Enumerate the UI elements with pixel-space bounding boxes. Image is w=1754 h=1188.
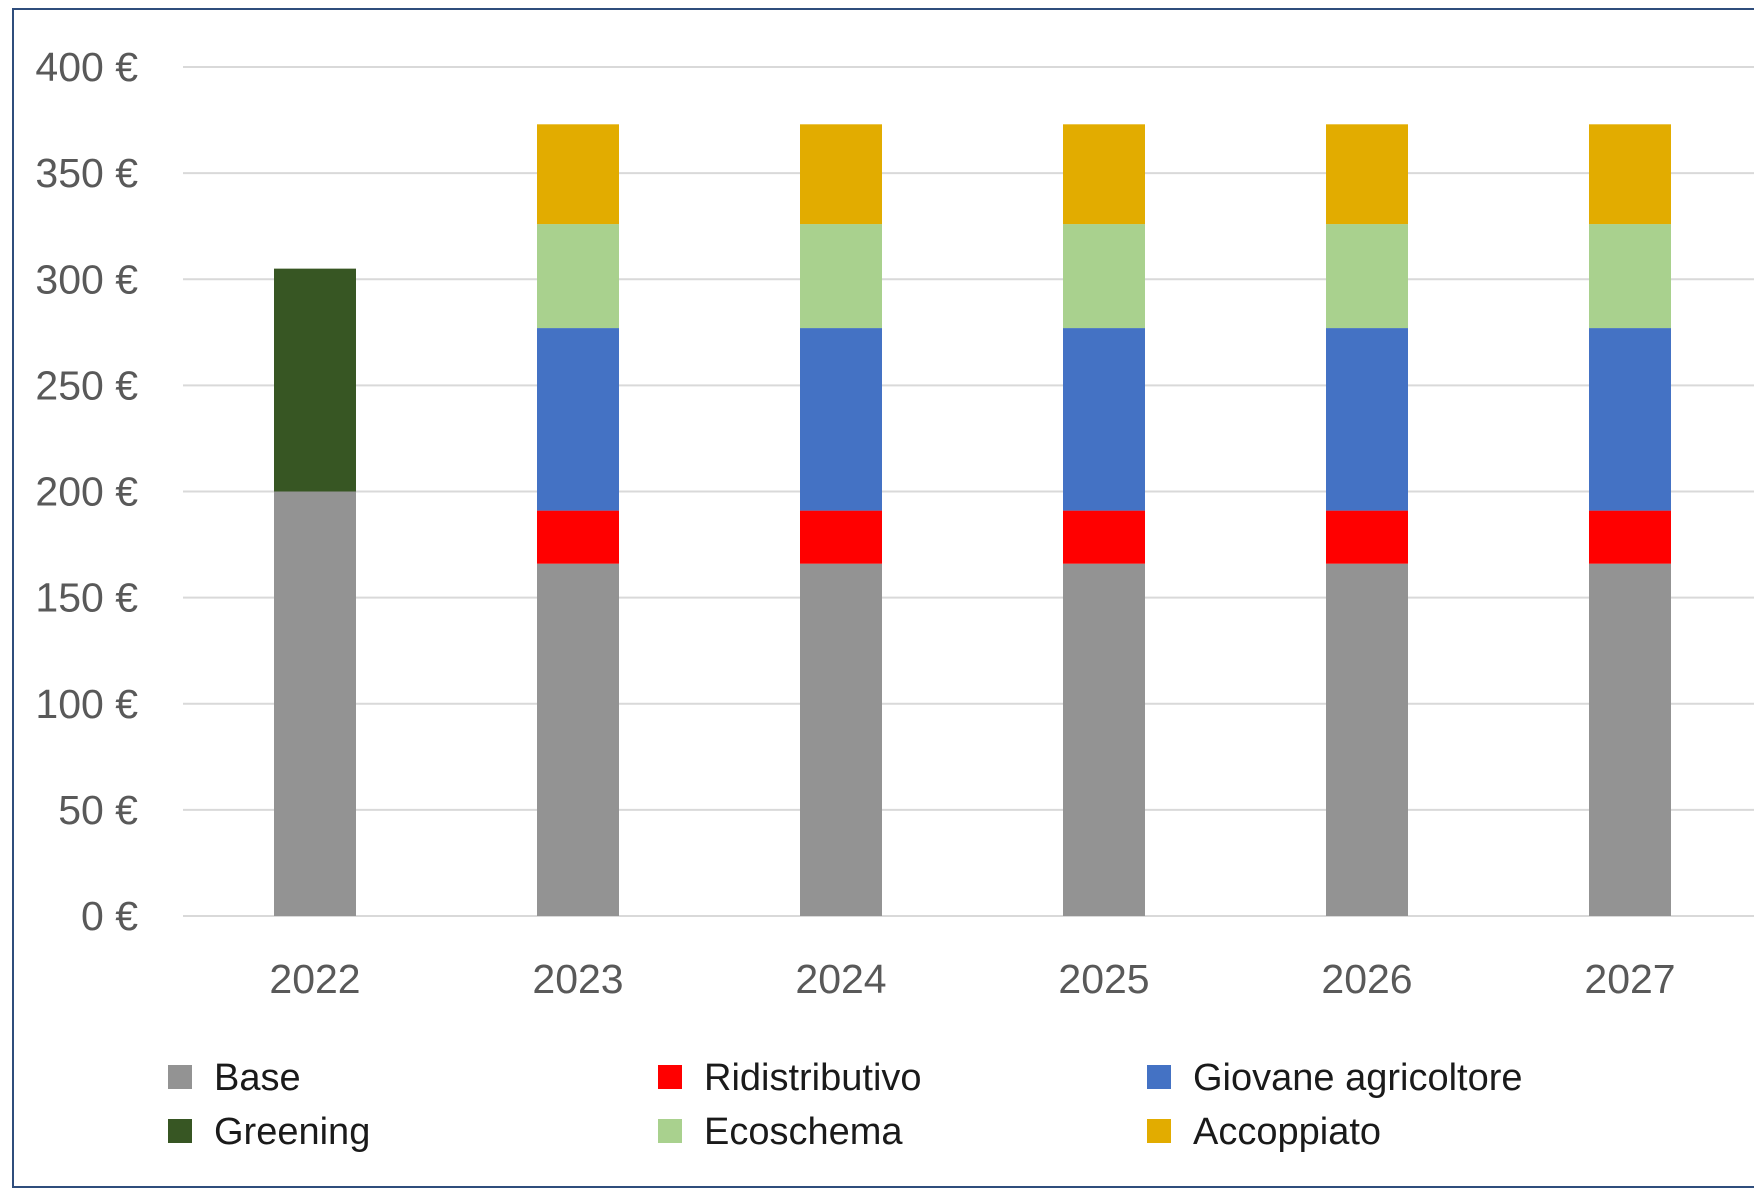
bar-greening-2022 — [274, 268, 356, 492]
legend-label: Ecoschema — [704, 1111, 903, 1153]
legend-swatch — [658, 1119, 682, 1143]
bar-ridistributivo-2024 — [800, 510, 882, 564]
bar-accoppiato-2026 — [1326, 124, 1408, 225]
legend-item-giovane-agricoltore: Giovane agricoltore — [1147, 1057, 1523, 1099]
legend-swatch — [168, 1119, 192, 1143]
bar-stack-2027 — [1589, 124, 1671, 916]
bar-giovane-agricoltore-2026 — [1326, 328, 1408, 511]
bar-ridistributivo-2023 — [537, 510, 619, 564]
bar-ecoschema-2026 — [1326, 224, 1408, 329]
bar-accoppiato-2027 — [1589, 124, 1671, 225]
x-axis-tick-labels: 2022 2023 2024 2025 2026 2027 — [269, 956, 1675, 1002]
x-tick-label: 2024 — [795, 956, 886, 1002]
bar-giovane-agricoltore-2025 — [1063, 328, 1145, 511]
legend-label: Base — [214, 1057, 301, 1099]
y-tick-label: 300 € — [35, 256, 138, 302]
legend-item-accoppiato: Accoppiato — [1147, 1111, 1381, 1153]
legend-item-greening: Greening — [168, 1111, 370, 1153]
bars — [274, 124, 1671, 916]
y-tick-label: 50 € — [58, 787, 138, 833]
x-tick-label: 2026 — [1321, 956, 1412, 1002]
bar-ridistributivo-2025 — [1063, 510, 1145, 564]
bar-giovane-agricoltore-2027 — [1589, 328, 1671, 511]
legend-label: Accoppiato — [1193, 1111, 1381, 1153]
legend-swatch — [1147, 1065, 1171, 1089]
bar-accoppiato-2025 — [1063, 124, 1145, 225]
bar-base-2022 — [274, 491, 356, 916]
bar-stack-2026 — [1326, 124, 1408, 916]
x-tick-label: 2022 — [269, 956, 360, 1002]
bar-stack-2022 — [274, 268, 356, 916]
bar-base-2025 — [1063, 563, 1145, 916]
x-tick-label: 2025 — [1058, 956, 1149, 1002]
bar-base-2023 — [537, 563, 619, 916]
y-tick-label: 150 € — [35, 575, 138, 621]
bar-ridistributivo-2027 — [1589, 510, 1671, 564]
bar-ecoschema-2025 — [1063, 224, 1145, 329]
legend-swatch — [1147, 1119, 1171, 1143]
bar-stack-2023 — [537, 124, 619, 916]
bar-base-2027 — [1589, 563, 1671, 916]
legend-label: Greening — [214, 1111, 370, 1153]
legend-label: Ridistributivo — [704, 1057, 922, 1099]
bar-giovane-agricoltore-2023 — [537, 328, 619, 511]
y-tick-label: 200 € — [35, 469, 138, 515]
bar-giovane-agricoltore-2024 — [800, 328, 882, 511]
y-tick-label: 100 € — [35, 681, 138, 727]
bar-stack-2024 — [800, 124, 882, 916]
gridlines — [183, 66, 1754, 917]
y-tick-label: 250 € — [35, 362, 138, 408]
legend-item-base: Base — [168, 1057, 301, 1099]
bar-base-2026 — [1326, 563, 1408, 916]
legend-item-ecoschema: Ecoschema — [658, 1111, 903, 1153]
bar-accoppiato-2023 — [537, 124, 619, 225]
y-tick-label: 0 € — [81, 893, 138, 939]
legend-swatch — [658, 1065, 682, 1089]
x-tick-label: 2023 — [532, 956, 623, 1002]
y-tick-label: 400 € — [35, 44, 138, 90]
bar-ridistributivo-2026 — [1326, 510, 1408, 564]
legend-swatch — [168, 1065, 192, 1089]
bar-accoppiato-2024 — [800, 124, 882, 225]
y-axis-tick-labels: 0 € 50 € 100 € 150 € 200 € 250 € 300 € 350 € 400… — [35, 44, 138, 939]
y-tick-label: 350 € — [35, 150, 138, 196]
legend-item-ridistributivo: Ridistributivo — [658, 1057, 922, 1099]
legend: Base Ridistributivo Giovane agricoltore Gre… — [168, 1057, 1523, 1153]
bar-ecoschema-2024 — [800, 224, 882, 329]
bar-ecoschema-2023 — [537, 224, 619, 329]
x-tick-label: 2027 — [1584, 956, 1675, 1002]
bar-ecoschema-2027 — [1589, 224, 1671, 329]
legend-label: Giovane agricoltore — [1193, 1057, 1523, 1099]
bar-base-2024 — [800, 563, 882, 916]
bar-stack-2025 — [1063, 124, 1145, 916]
